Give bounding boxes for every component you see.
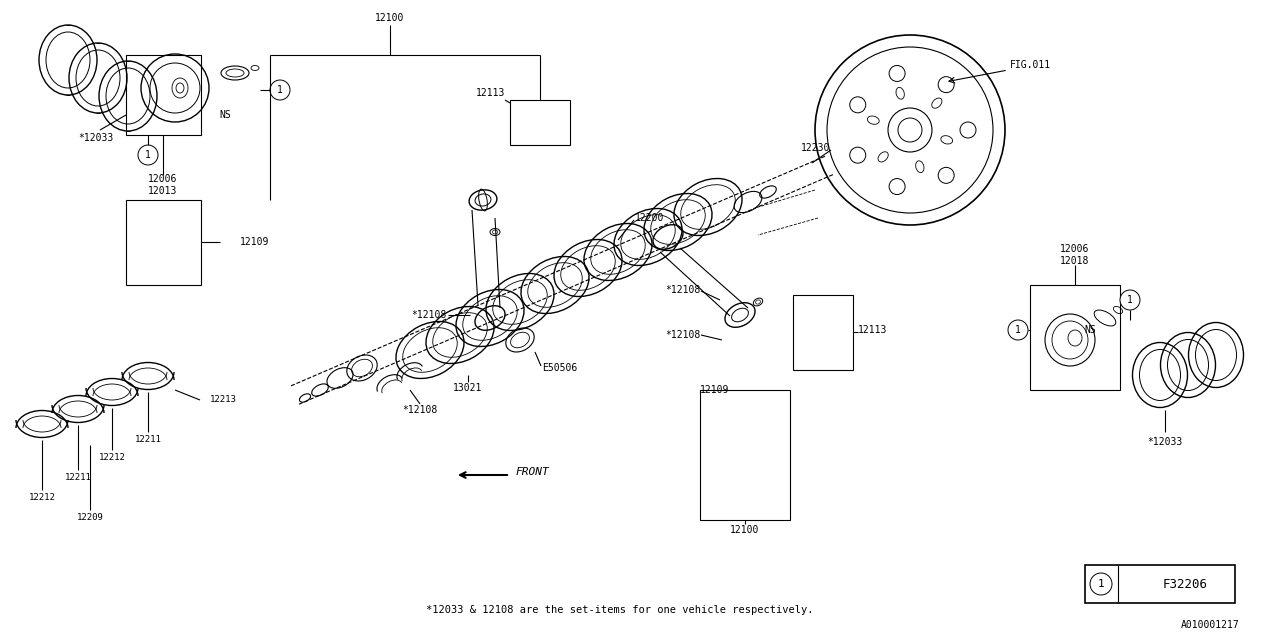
Bar <box>125 55 201 135</box>
Text: *12108: *12108 <box>412 310 447 320</box>
Text: 12230: 12230 <box>800 143 829 153</box>
Text: 12006
12018: 12006 12018 <box>1060 244 1089 266</box>
Text: FRONT: FRONT <box>515 467 549 477</box>
Text: 1: 1 <box>145 150 151 160</box>
Text: 12200: 12200 <box>635 213 664 223</box>
Circle shape <box>1091 573 1112 595</box>
Text: 1: 1 <box>1128 295 1133 305</box>
Text: 12212: 12212 <box>99 454 125 463</box>
Text: 12211: 12211 <box>64 474 91 483</box>
Text: 12212: 12212 <box>28 493 55 502</box>
Text: 12006
12013: 12006 12013 <box>148 174 178 196</box>
Text: 12113: 12113 <box>476 88 506 98</box>
Circle shape <box>899 118 922 142</box>
Text: 12209: 12209 <box>77 513 104 522</box>
Text: 12100: 12100 <box>375 13 404 23</box>
Text: E50506: E50506 <box>541 363 577 373</box>
Circle shape <box>1120 290 1140 310</box>
Bar <box>700 390 790 520</box>
Circle shape <box>850 97 865 113</box>
Text: NS: NS <box>1084 325 1096 335</box>
Circle shape <box>938 77 954 93</box>
Circle shape <box>1009 320 1028 340</box>
Text: 12109: 12109 <box>700 385 730 395</box>
Text: 12100: 12100 <box>731 525 760 535</box>
Circle shape <box>938 167 954 183</box>
Circle shape <box>890 65 905 81</box>
Text: A010001217: A010001217 <box>1181 620 1240 630</box>
Text: *12033: *12033 <box>78 133 113 143</box>
Text: 1: 1 <box>1098 579 1105 589</box>
Circle shape <box>270 80 291 100</box>
Text: 12109: 12109 <box>241 237 269 247</box>
Circle shape <box>850 147 865 163</box>
Text: *12033 & 12108 are the set-items for one vehicle respectively.: *12033 & 12108 are the set-items for one… <box>426 605 814 615</box>
Text: FIG.011: FIG.011 <box>1010 60 1051 70</box>
Bar <box>509 100 570 145</box>
Text: *12108: *12108 <box>402 405 438 415</box>
Bar <box>125 200 201 285</box>
Text: 12213: 12213 <box>210 396 237 404</box>
Circle shape <box>815 35 1005 225</box>
Circle shape <box>827 47 993 213</box>
Text: 1: 1 <box>1015 325 1021 335</box>
Text: F32206: F32206 <box>1162 577 1207 591</box>
Text: 12211: 12211 <box>134 435 161 445</box>
Bar <box>1085 565 1235 603</box>
Text: 12113: 12113 <box>858 325 887 335</box>
Circle shape <box>890 179 905 195</box>
Text: 13021: 13021 <box>453 383 483 393</box>
Text: NS: NS <box>219 110 230 120</box>
Circle shape <box>960 122 977 138</box>
Text: 1: 1 <box>276 85 283 95</box>
Circle shape <box>888 108 932 152</box>
Text: *12108: *12108 <box>664 330 700 340</box>
Text: *12108: *12108 <box>664 285 700 295</box>
Bar <box>794 295 852 370</box>
Circle shape <box>138 145 157 165</box>
Text: *12033: *12033 <box>1147 437 1183 447</box>
Bar <box>1030 285 1120 390</box>
